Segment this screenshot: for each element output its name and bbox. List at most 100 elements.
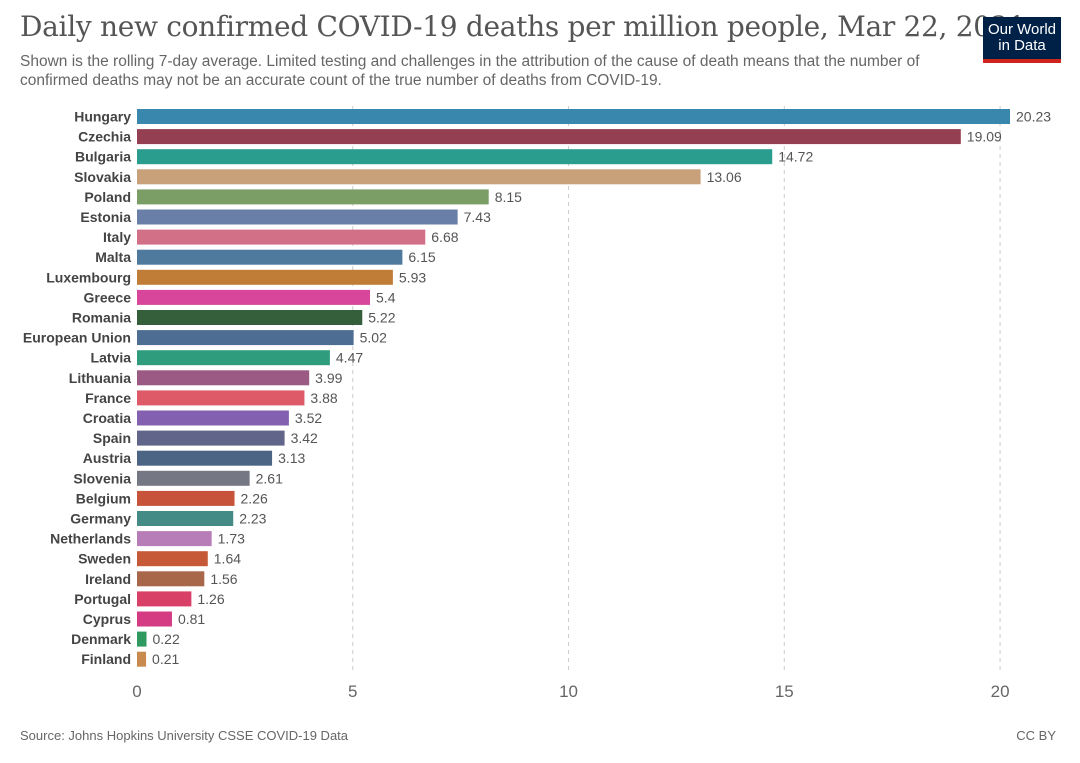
x-tick-label: 15 — [775, 682, 794, 701]
category-label: Cyprus — [83, 611, 131, 627]
category-label: Belgium — [76, 490, 131, 506]
bar-spain[interactable] — [137, 430, 285, 446]
x-axis-ticks: 0 5 10 15 20 — [132, 682, 1009, 701]
value-label: 2.26 — [241, 490, 268, 506]
value-label: 7.43 — [464, 209, 491, 225]
value-label: 5.02 — [360, 330, 387, 346]
value-label: 6.15 — [408, 249, 435, 265]
value-label: 5.4 — [376, 289, 396, 305]
bar-cyprus[interactable] — [137, 611, 172, 627]
bar-hungary[interactable] — [137, 109, 1010, 124]
category-label: Portugal — [74, 591, 131, 607]
chart-subtitle: Shown is the rolling 7-day average. Limi… — [20, 53, 920, 89]
value-label: 20.23 — [1016, 109, 1051, 125]
bar-sweden[interactable] — [137, 551, 208, 567]
value-label: 0.81 — [178, 611, 205, 627]
value-label: 3.88 — [310, 390, 337, 406]
bar-greece[interactable] — [137, 289, 371, 305]
value-label: 6.68 — [431, 229, 458, 245]
bar-belgium[interactable] — [137, 490, 235, 506]
category-label: Denmark — [71, 631, 131, 647]
bar-bulgaria[interactable] — [137, 149, 773, 165]
category-label: Spain — [93, 430, 131, 446]
value-label: 14.72 — [778, 149, 813, 165]
value-label: 13.06 — [707, 169, 742, 185]
category-label: Sweden — [78, 551, 131, 567]
value-label: 3.42 — [291, 430, 318, 446]
category-label: Netherlands — [50, 531, 131, 547]
chart-title: Daily new confirmed COVID-19 deaths per … — [20, 10, 1026, 43]
bar-finland[interactable] — [137, 651, 147, 667]
value-label: 3.13 — [278, 450, 305, 466]
license-note[interactable]: CC BY — [1016, 728, 1056, 743]
category-label: Italy — [103, 229, 131, 245]
value-label: 19.09 — [967, 129, 1002, 145]
owid-logo[interactable]: Our World in Data — [983, 17, 1061, 63]
bar-slovenia[interactable] — [137, 470, 250, 486]
bar-italy[interactable] — [137, 229, 426, 245]
value-label: 0.21 — [152, 651, 179, 667]
grid-layer — [352, 106, 1001, 670]
value-label: 1.73 — [218, 531, 245, 547]
category-label: Finland — [81, 651, 131, 667]
category-label: Slovenia — [73, 470, 131, 486]
bar-czechia[interactable] — [137, 129, 961, 145]
category-label: Czechia — [78, 129, 131, 145]
bar-malta[interactable] — [137, 249, 403, 265]
category-label: Bulgaria — [75, 149, 131, 165]
bar-luxembourg[interactable] — [137, 269, 393, 285]
bar-denmark[interactable] — [137, 631, 147, 647]
bar-germany[interactable] — [137, 511, 234, 526]
bar-france[interactable] — [137, 390, 305, 406]
category-label: Germany — [70, 511, 131, 527]
bar-estonia[interactable] — [137, 209, 458, 225]
bar-austria[interactable] — [137, 450, 273, 466]
category-label: Poland — [84, 189, 131, 205]
value-label: 3.52 — [295, 410, 322, 426]
label-layer: Hungary 20.23 Czechia 19.09 Bulgaria 14.72 Slo… — [23, 109, 1051, 668]
bar-croatia[interactable] — [137, 410, 289, 426]
bar-poland[interactable] — [137, 189, 489, 205]
value-label: 2.23 — [239, 511, 266, 527]
category-label: European Union — [23, 330, 131, 346]
x-tick-label: 0 — [132, 682, 141, 701]
bar-portugal[interactable] — [137, 591, 192, 607]
x-tick-label: 10 — [559, 682, 578, 701]
category-label: Slovakia — [74, 169, 131, 185]
category-label: Ireland — [85, 571, 131, 587]
category-label: Estonia — [80, 209, 131, 225]
bar-ireland[interactable] — [137, 571, 205, 587]
category-label: France — [85, 390, 131, 406]
logo-line1: Our World — [987, 21, 1057, 38]
x-tick-label: 5 — [348, 682, 357, 701]
bar-slovakia[interactable] — [137, 169, 701, 185]
category-label: Luxembourg — [46, 269, 131, 285]
category-label: Romania — [72, 310, 131, 326]
category-label: Lithuania — [69, 370, 131, 386]
category-label: Malta — [95, 249, 131, 265]
value-label: 1.64 — [214, 551, 241, 567]
bar-netherlands[interactable] — [137, 531, 212, 547]
bar-layer — [137, 109, 1010, 667]
bar-european-union[interactable] — [137, 330, 354, 346]
source-note[interactable]: Source: Johns Hopkins University CSSE CO… — [20, 728, 349, 743]
value-label: 5.22 — [368, 310, 395, 326]
bar-chart: Hungary 20.23 Czechia 19.09 Bulgaria 14.72 Slo… — [23, 106, 1051, 701]
category-label: Hungary — [74, 109, 131, 125]
x-tick-label: 20 — [991, 682, 1010, 701]
category-label: Austria — [83, 450, 131, 466]
value-label: 4.47 — [336, 350, 363, 366]
value-label: 3.99 — [315, 370, 342, 386]
category-label: Latvia — [91, 350, 132, 366]
category-label: Greece — [84, 289, 132, 305]
bar-romania[interactable] — [137, 310, 363, 325]
value-label: 1.56 — [210, 571, 237, 587]
value-label: 1.26 — [197, 591, 224, 607]
bar-lithuania[interactable] — [137, 370, 310, 386]
value-label: 0.22 — [152, 631, 179, 647]
category-label: Croatia — [83, 410, 131, 426]
logo-line2: in Data — [998, 37, 1046, 54]
value-label: 2.61 — [256, 470, 283, 486]
value-label: 5.93 — [399, 269, 426, 285]
bar-latvia[interactable] — [137, 350, 330, 366]
